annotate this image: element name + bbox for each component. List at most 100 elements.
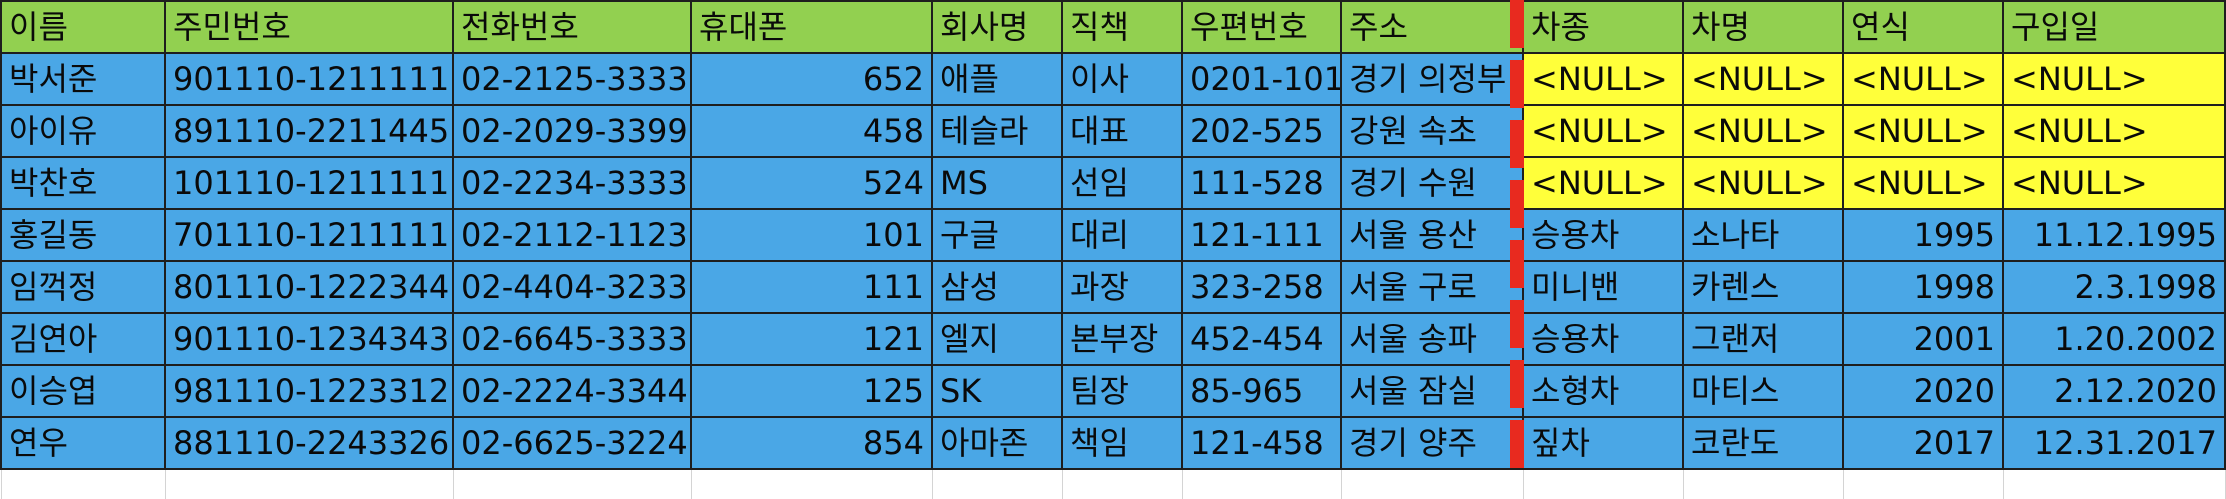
table-cell[interactable]: 121 (690, 312, 933, 366)
table-cell[interactable]: 524 (690, 156, 933, 210)
empty-cell[interactable] (690, 468, 933, 499)
header-cell[interactable]: 우편번호 (1181, 0, 1342, 54)
header-cell[interactable]: 차종 (1522, 0, 1684, 54)
header-cell[interactable]: 이름 (0, 0, 166, 54)
table-cell[interactable]: 801110-1222344 (164, 260, 454, 314)
table-cell[interactable]: 과장 (1061, 260, 1183, 314)
table-cell[interactable]: <NULL> (2002, 104, 2226, 158)
table-cell[interactable]: 854 (690, 416, 933, 470)
table-cell[interactable]: 카렌스 (1682, 260, 1844, 314)
table-cell[interactable]: 0201-101 (1181, 52, 1342, 106)
table-cell[interactable]: 구글 (931, 208, 1063, 262)
table-cell[interactable]: 서울 잠실 (1340, 364, 1524, 418)
table-cell[interactable]: 121-458 (1181, 416, 1342, 470)
table-cell[interactable]: 연우 (0, 416, 166, 470)
table-cell[interactable]: 701110-1211111 (164, 208, 454, 262)
header-cell[interactable]: 연식 (1842, 0, 2004, 54)
table-cell[interactable]: 101110-1211111 (164, 156, 454, 210)
table-cell[interactable]: 승용차 (1522, 312, 1684, 366)
table-cell[interactable]: 2.3.1998 (2002, 260, 2226, 314)
table-cell[interactable]: 11.12.1995 (2002, 208, 2226, 262)
table-cell[interactable]: <NULL> (1522, 156, 1684, 210)
empty-cell[interactable] (1340, 468, 1524, 499)
table-cell[interactable]: 서울 구로 (1340, 260, 1524, 314)
table-cell[interactable]: 대리 (1061, 208, 1183, 262)
empty-cell[interactable] (1522, 468, 1684, 499)
table-cell[interactable]: 강원 속초 (1340, 104, 1524, 158)
table-cell[interactable]: 홍길동 (0, 208, 166, 262)
header-cell[interactable]: 주민번호 (164, 0, 454, 54)
table-cell[interactable]: 박서준 (0, 52, 166, 106)
table-cell[interactable]: 901110-1211111 (164, 52, 454, 106)
table-cell[interactable]: 아마존 (931, 416, 1063, 470)
table-cell[interactable]: 2020 (1842, 364, 2004, 418)
table-cell[interactable]: 엘지 (931, 312, 1063, 366)
table-cell[interactable]: <NULL> (1842, 52, 2004, 106)
table-cell[interactable]: 그랜저 (1682, 312, 1844, 366)
header-cell[interactable]: 직책 (1061, 0, 1183, 54)
table-cell[interactable]: 02-6645-3333 (452, 312, 692, 366)
table-cell[interactable]: 02-2029-3399 (452, 104, 692, 158)
table-cell[interactable]: 경기 수원 (1340, 156, 1524, 210)
table-cell[interactable]: 981110-1223312 (164, 364, 454, 418)
table-cell[interactable]: 짚차 (1522, 416, 1684, 470)
table-cell[interactable]: 125 (690, 364, 933, 418)
header-cell[interactable]: 차명 (1682, 0, 1844, 54)
table-cell[interactable]: 마티스 (1682, 364, 1844, 418)
table-cell[interactable]: 박찬호 (0, 156, 166, 210)
table-cell[interactable]: <NULL> (2002, 156, 2226, 210)
table-cell[interactable]: 111 (690, 260, 933, 314)
table-cell[interactable]: <NULL> (1842, 104, 2004, 158)
table-cell[interactable]: 1995 (1842, 208, 2004, 262)
table-cell[interactable]: 애플 (931, 52, 1063, 106)
empty-cell[interactable] (1061, 468, 1183, 499)
empty-cell[interactable] (164, 468, 454, 499)
table-cell[interactable]: 02-4404-3233 (452, 260, 692, 314)
table-cell[interactable]: 111-528 (1181, 156, 1342, 210)
table-cell[interactable]: SK (931, 364, 1063, 418)
table-cell[interactable]: 02-2112-1123 (452, 208, 692, 262)
table-cell[interactable]: 코란도 (1682, 416, 1844, 470)
table-cell[interactable]: 02-2224-3344 (452, 364, 692, 418)
table-cell[interactable]: 미니밴 (1522, 260, 1684, 314)
empty-cell[interactable] (931, 468, 1063, 499)
table-cell[interactable]: 1.20.2002 (2002, 312, 2226, 366)
table-cell[interactable]: 승용차 (1522, 208, 1684, 262)
table-cell[interactable]: 경기 의정부 (1340, 52, 1524, 106)
empty-cell[interactable] (0, 468, 166, 499)
table-cell[interactable]: 대표 (1061, 104, 1183, 158)
table-cell[interactable]: 본부장 (1061, 312, 1183, 366)
table-cell[interactable]: 1998 (1842, 260, 2004, 314)
table-cell[interactable]: 서울 용산 (1340, 208, 1524, 262)
table-cell[interactable]: 2017 (1842, 416, 2004, 470)
table-cell[interactable]: 02-6625-3224 (452, 416, 692, 470)
table-cell[interactable]: <NULL> (1522, 104, 1684, 158)
table-cell[interactable]: 김연아 (0, 312, 166, 366)
table-cell[interactable]: 881110-2243326 (164, 416, 454, 470)
table-cell[interactable]: 테슬라 (931, 104, 1063, 158)
header-cell[interactable]: 전화번호 (452, 0, 692, 54)
table-cell[interactable]: 경기 양주 (1340, 416, 1524, 470)
table-cell[interactable]: 458 (690, 104, 933, 158)
table-cell[interactable]: <NULL> (1522, 52, 1684, 106)
table-cell[interactable]: <NULL> (2002, 52, 2226, 106)
table-cell[interactable]: 202-525 (1181, 104, 1342, 158)
table-cell[interactable]: 아이유 (0, 104, 166, 158)
table-cell[interactable]: 02-2234-3333 (452, 156, 692, 210)
table-cell[interactable]: 서울 송파 (1340, 312, 1524, 366)
table-cell[interactable]: <NULL> (1682, 156, 1844, 210)
empty-cell[interactable] (1181, 468, 1342, 499)
header-cell[interactable]: 주소 (1340, 0, 1524, 54)
empty-cell[interactable] (452, 468, 692, 499)
table-cell[interactable]: MS (931, 156, 1063, 210)
table-cell[interactable]: <NULL> (1842, 156, 2004, 210)
table-cell[interactable]: 85-965 (1181, 364, 1342, 418)
table-cell[interactable]: 121-111 (1181, 208, 1342, 262)
table-cell[interactable]: 선임 (1061, 156, 1183, 210)
table-cell[interactable]: 소나타 (1682, 208, 1844, 262)
empty-cell[interactable] (2002, 468, 2226, 499)
table-cell[interactable]: 891110-2211445 (164, 104, 454, 158)
table-cell[interactable]: 652 (690, 52, 933, 106)
table-cell[interactable]: 팀장 (1061, 364, 1183, 418)
table-cell[interactable]: 책임 (1061, 416, 1183, 470)
